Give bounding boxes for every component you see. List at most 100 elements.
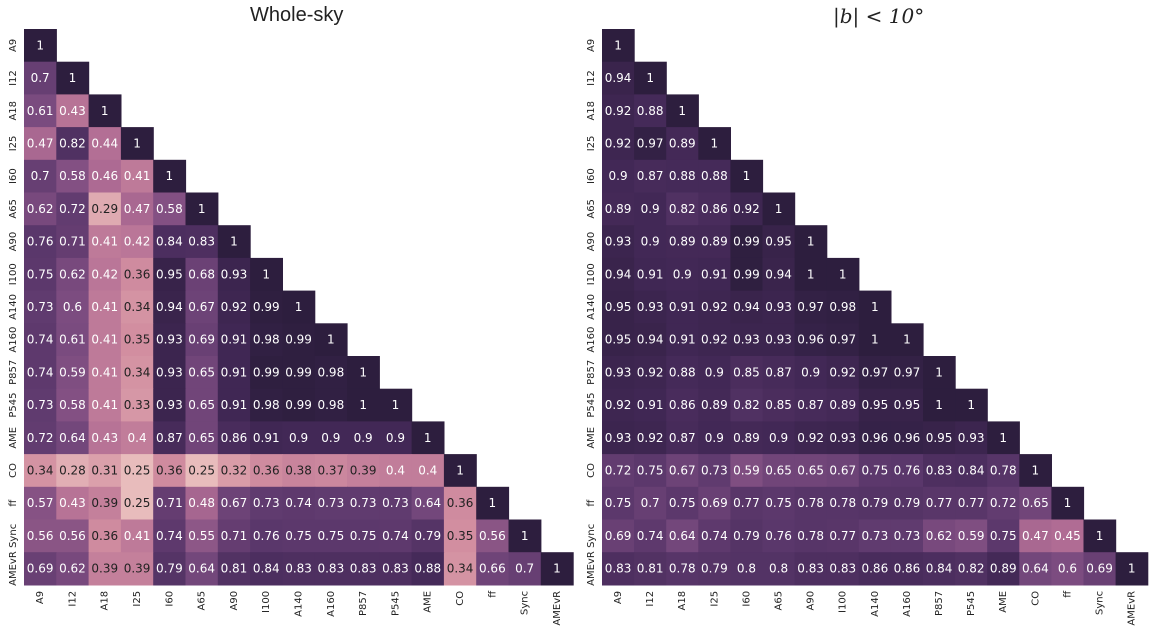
heatmap-cell-label: 0.4 [418, 463, 437, 477]
heatmap-cell-label: 0.7 [641, 496, 660, 510]
heatmap-cell-label: 1 [489, 496, 497, 510]
heatmap-cell [858, 552, 892, 586]
heatmap-cell-label: 0.84 [958, 463, 985, 477]
heatmap-cell-label: 0.36 [447, 496, 474, 510]
y-tick-label: I12 [586, 70, 597, 86]
heatmap-title-low-latitude: |b| < 10° [833, 4, 925, 28]
heatmap-cell-label: 0.39 [350, 463, 377, 477]
heatmap-cell-label: 0.95 [861, 398, 888, 412]
heatmap-cell [120, 486, 154, 521]
heatmap-cell-label: 0.9 [769, 431, 788, 445]
heatmap-cell-label: 0.95 [926, 431, 953, 445]
heatmap-cell [153, 421, 187, 455]
heatmap-cell-label: 0.94 [637, 333, 664, 347]
heatmap-cell [120, 290, 154, 324]
y-tick-label: A90 [8, 232, 19, 252]
heatmap-cell [476, 552, 510, 586]
y-tick-label: I12 [8, 70, 19, 86]
heatmap-cell [602, 225, 635, 259]
heatmap-cell-label: 0.99 [285, 398, 312, 412]
x-tick-label: CO [1030, 591, 1041, 606]
heatmap-cell-label: 1 [711, 136, 719, 150]
heatmap-cell-label: 0.58 [59, 169, 86, 183]
heatmap-cell-label: 0.94 [733, 300, 760, 314]
heatmap-cell [185, 486, 219, 521]
heatmap-cell-label: 0.25 [188, 463, 215, 477]
heatmap-cell-label: 0.84 [926, 562, 953, 576]
heatmap-cell-label: 0.55 [188, 529, 215, 543]
heatmap-cell [666, 290, 699, 324]
heatmap-cell-label: 0.75 [765, 496, 792, 510]
heatmap-cell [153, 519, 187, 553]
heatmap-cell [443, 486, 477, 521]
x-tick-label: ff [487, 590, 498, 598]
heatmap-cell-label: 0.64 [59, 431, 86, 445]
heatmap-cell-label: 1 [166, 169, 174, 183]
x-tick-label: P545 [966, 591, 977, 616]
heatmap-cell-label: 0.93 [765, 333, 792, 347]
heatmap-cell-label: 0.91 [669, 300, 696, 314]
heatmap-cell-label: 0.6 [1058, 562, 1077, 576]
heatmap-cell [56, 519, 90, 553]
heatmap-cell-label: 0.95 [605, 333, 632, 347]
y-tick-label: ff [586, 499, 597, 507]
heatmap-cell-label: 0.56 [479, 529, 506, 543]
heatmap-cell [858, 356, 892, 390]
heatmap-cell [602, 127, 635, 161]
heatmap-cell-label: 1 [614, 38, 622, 52]
heatmap-cell [826, 519, 860, 553]
heatmap-cell [698, 192, 731, 226]
heatmap-cell [634, 127, 667, 161]
heatmap-cell [602, 192, 635, 226]
heatmap-cell-label: 1 [1096, 529, 1104, 543]
heatmap-cell [1019, 454, 1052, 488]
heatmap-cell-label: 0.47 [27, 136, 54, 150]
heatmap-cell-label: 0.73 [27, 300, 54, 314]
heatmap-cell-label: 0.79 [733, 529, 760, 543]
heatmap-cell-label: 0.35 [124, 333, 151, 347]
heatmap-cell [923, 454, 956, 488]
heatmap-cell-label: 0.69 [27, 562, 54, 576]
heatmap-cell [379, 388, 413, 422]
heatmap-cell-label: 0.67 [669, 463, 696, 477]
heatmap-cell [250, 552, 283, 586]
heatmap-cell [347, 552, 380, 586]
heatmap-cell-label: 0.89 [669, 235, 696, 249]
heatmap-cell-label: 1 [935, 398, 943, 412]
heatmap-cell-label: 0.79 [701, 562, 728, 576]
heatmap-cell [955, 552, 988, 586]
heatmap-cell [666, 257, 699, 292]
heatmap-cell-label: 0.38 [285, 463, 312, 477]
heatmap-cell [634, 552, 667, 586]
heatmap-cell [666, 225, 699, 259]
heatmap-cell-label: 0.92 [733, 202, 760, 216]
heatmap-cell [120, 225, 154, 259]
heatmap-cell [56, 486, 90, 521]
y-tick-label: A160 [8, 327, 19, 353]
heatmap-cell [634, 61, 667, 95]
heatmap-cell [88, 257, 122, 292]
heatmap-cell [56, 323, 90, 357]
heatmap-cell-label: 0.74 [27, 333, 54, 347]
heatmap-cell [411, 486, 445, 521]
heatmap-cell-label: 0.93 [605, 431, 632, 445]
heatmap-cell [56, 192, 90, 226]
heatmap-cell [762, 225, 796, 259]
heatmap-cell-label: 0.78 [797, 529, 824, 543]
heatmap-cell [858, 323, 892, 357]
heatmap-cell [411, 454, 445, 488]
heatmap-cell [666, 159, 699, 194]
heatmap-cell-label: 0.58 [156, 202, 183, 216]
heatmap-cell [217, 519, 251, 553]
heatmap-cell-label: 0.71 [59, 235, 86, 249]
heatmap-cell [508, 552, 542, 586]
x-tick-label: A65 [197, 591, 208, 611]
heatmap-cell [826, 323, 860, 357]
heatmap-cell-label: 0.76 [253, 529, 280, 543]
heatmap-cell-label: 0.75 [861, 463, 888, 477]
heatmap-cell-label: 0.74 [156, 529, 183, 543]
heatmap-cell [730, 519, 764, 553]
heatmap-cell [826, 257, 860, 292]
heatmap-cell [858, 290, 892, 324]
